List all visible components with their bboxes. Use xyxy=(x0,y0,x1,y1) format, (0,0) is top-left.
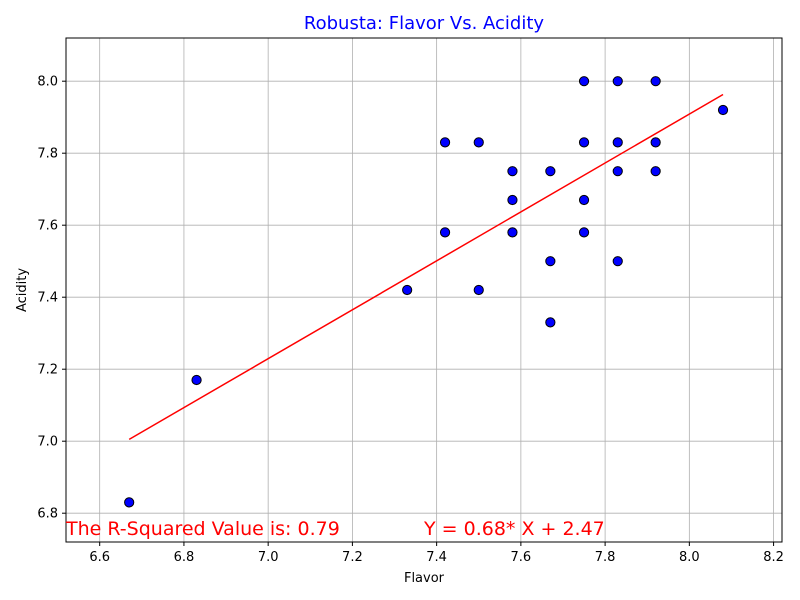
x-axis-label: Flavor xyxy=(404,571,445,586)
data-point xyxy=(612,137,623,148)
data-point xyxy=(439,137,451,148)
x-tick-label: 7.2 xyxy=(342,550,363,565)
y-tick-label: 7.2 xyxy=(37,363,58,378)
annotations: The R-Squared Value is: 0.79 Y = 0.68* X … xyxy=(65,518,605,540)
data-points xyxy=(124,76,729,508)
annotation-text: The R-Squared Value is: 0.79 xyxy=(65,518,340,540)
data-point xyxy=(578,76,590,87)
data-point xyxy=(578,137,590,148)
annotation-text: Y = 0.68* X + 2.47 xyxy=(423,518,605,540)
x-tick-label: 8.2 xyxy=(763,550,784,565)
regression-line xyxy=(128,93,724,441)
y-tick-label: 8.0 xyxy=(37,75,58,90)
y-axis-ticks: 6.8 7.0 7.2 7.4 7.6 7.8 8.0 xyxy=(37,75,66,522)
data-point xyxy=(650,76,661,87)
x-tick-label: 7.0 xyxy=(258,550,279,565)
x-tick-label: 7.6 xyxy=(511,550,532,565)
x-axis-ticks: 6.6 6.8 7.0 7.2 7.4 7.6 7.8 8.0 8.2 xyxy=(89,542,784,565)
y-tick-label: 7.0 xyxy=(37,435,58,450)
data-point xyxy=(191,374,202,386)
data-point xyxy=(473,137,484,148)
y-tick-label: 7.4 xyxy=(37,291,58,306)
data-point xyxy=(507,194,518,206)
data-point xyxy=(717,104,729,116)
data-point xyxy=(650,137,661,148)
data-point xyxy=(439,227,451,238)
y-tick-label: 7.8 xyxy=(37,147,58,162)
x-tick-label: 7.4 xyxy=(426,550,447,565)
data-point xyxy=(507,227,518,238)
data-point xyxy=(473,284,484,296)
grid xyxy=(66,38,782,542)
y-tick-label: 6.8 xyxy=(37,507,58,522)
data-point xyxy=(545,166,556,177)
data-point xyxy=(650,166,661,177)
chart-title: Robusta: Flavor Vs. Acidity xyxy=(304,13,544,34)
data-point xyxy=(507,166,518,177)
x-tick-label: 7.8 xyxy=(595,550,616,565)
y-tick-label: 7.6 xyxy=(37,219,58,234)
data-point xyxy=(402,284,413,296)
y-axis-label: Acidity xyxy=(15,268,30,312)
data-point xyxy=(545,256,556,267)
data-point xyxy=(612,166,623,177)
data-point xyxy=(612,76,623,87)
data-point xyxy=(612,256,623,267)
data-point xyxy=(124,497,135,508)
x-tick-label: 6.8 xyxy=(174,550,195,565)
x-tick-label: 8.0 xyxy=(679,550,700,565)
x-tick-label: 6.6 xyxy=(89,550,110,565)
regression-line-group xyxy=(128,93,724,441)
data-point xyxy=(578,227,590,238)
data-point xyxy=(545,317,556,328)
plot-frame xyxy=(65,37,783,543)
data-point xyxy=(578,194,590,206)
